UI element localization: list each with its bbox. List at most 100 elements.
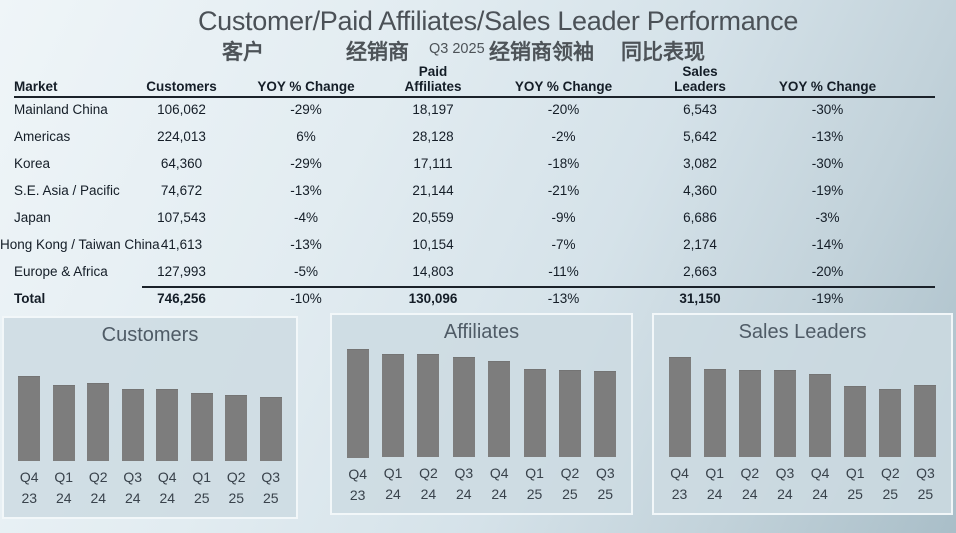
table-cell: -4%: [293, 210, 318, 225]
bar: [738, 370, 761, 457]
header-divider: [14, 96, 935, 98]
table-cell: -13%: [290, 183, 322, 198]
subtitle-leaders-cn: 经销商领袖: [489, 41, 594, 64]
bar: [703, 369, 726, 457]
chart-column: Q1 24: [697, 349, 732, 509]
chart-title-customers: Customers: [101, 324, 199, 346]
bar-label: Q2 24: [740, 465, 760, 502]
table-cell: 14,803: [412, 264, 454, 279]
table-cell: 6,686: [683, 210, 717, 225]
table-cell: 107,543: [157, 210, 206, 225]
table-row: S.E. Asia / Pacific 74,672 -13% 21,144 -21% 4…: [0, 177, 935, 204]
table-row: Hong Kong / Taiwan China 41,613 -13% 10,154…: [0, 231, 935, 258]
table-cell: -20%: [547, 102, 580, 117]
chart-column: Q1 25: [517, 349, 552, 509]
table-cell: Total: [14, 291, 46, 306]
table-cell: 224,013: [157, 129, 206, 144]
header-customers-yoy: YOY % Change: [257, 78, 355, 94]
subtitle-yoy-cn: 同比表现: [621, 41, 705, 64]
subtitle-period: Q3 2025: [429, 41, 485, 57]
chart-column: Q3 24: [767, 349, 802, 509]
chart-column: Q1 25: [185, 352, 220, 513]
chart-column: Q4 23: [662, 349, 697, 509]
table-cell: 5,642: [683, 129, 717, 144]
bar: [523, 369, 546, 457]
table-row: Korea 64,360 -29% 17,111 -18% 3,082 -30%: [0, 150, 935, 177]
bar: [225, 395, 248, 461]
bar: [452, 357, 475, 457]
table-total-row: Total 746,256 -10% 130,096 -13% 31,150 -19%: [0, 285, 935, 312]
bar: [809, 374, 832, 457]
bar: [18, 376, 41, 461]
bar-label: Q4 24: [157, 469, 177, 506]
table-cell: S.E. Asia / Pacific: [14, 183, 120, 198]
table-cell: 127,993: [157, 264, 206, 279]
table-cell: 20,559: [412, 210, 454, 225]
bar: [488, 361, 511, 457]
table-cell: Europe & Africa: [14, 264, 108, 279]
chart-column: Q3 24: [116, 352, 151, 513]
bar-label: Q1 25: [525, 465, 544, 502]
header-sales-leaders: Sales Leaders: [674, 63, 726, 94]
table-cell: -13%: [547, 291, 580, 306]
chart-title-affiliates: Affiliates: [443, 321, 520, 343]
bar: [87, 383, 110, 461]
table-cell: -19%: [811, 183, 844, 198]
page-title: Customer/Paid Affiliates/Sales Leader Pe…: [197, 6, 799, 36]
table-cell: -10%: [290, 291, 322, 306]
table-cell: 41,613: [160, 237, 203, 252]
chart-column: Q3 25: [908, 349, 943, 509]
header-leaders-yoy: YOY % Change: [778, 78, 877, 94]
bar-label: Q3 24: [454, 465, 474, 502]
bar-label: Q1 24: [383, 465, 403, 502]
table-cell: Hong Kong / Taiwan China: [0, 237, 160, 252]
bar-label: Q3 25: [916, 465, 935, 502]
table-cell: 17,111: [413, 156, 453, 171]
bar-label: Q4 23: [348, 465, 368, 503]
table-cell: 31,150: [679, 291, 721, 306]
bar: [190, 393, 213, 461]
table-cell: 3,082: [683, 156, 717, 171]
table-cell: Mainland China: [14, 102, 108, 117]
bar-label: Q1 24: [54, 469, 74, 506]
table-cell: 28,128: [412, 129, 454, 144]
chart-column: Q1 24: [47, 352, 82, 513]
chart-title-sales-leaders: Sales Leaders: [738, 321, 867, 343]
chart-column: Q1 25: [838, 349, 873, 509]
table-cell: 746,256: [157, 291, 206, 306]
bar-label: Q2 25: [560, 465, 580, 502]
table-cell: -21%: [547, 183, 580, 198]
table-cell: 130,096: [408, 291, 458, 306]
chart-column: Q4 24: [482, 349, 517, 509]
table-cell: 106,062: [157, 102, 206, 117]
bar-label: Q2 24: [88, 469, 108, 506]
chart-column: Q2 25: [873, 349, 908, 509]
table-cell: 2,663: [683, 264, 717, 279]
table-row: Mainland China 106,062 -29% 18,197 -20% 6,543…: [0, 96, 935, 123]
bar-label: Q3 24: [775, 465, 795, 502]
bar-label: Q4 24: [810, 465, 830, 502]
table-cell: 4,360: [683, 183, 717, 198]
table-cell: 64,360: [160, 156, 203, 171]
chart-column: Q2 24: [732, 349, 767, 509]
bar-label: Q3 25: [261, 469, 281, 506]
table-cell: 10,154: [412, 237, 454, 252]
total-divider: [142, 286, 935, 288]
table-cell: -14%: [811, 237, 844, 252]
bar-label: Q1 24: [705, 465, 725, 502]
bar-label: Q4 24: [489, 465, 509, 502]
table-row: Europe & Africa 127,993 -5% 14,803 -11% 2,663…: [0, 258, 935, 285]
chart-column: Q3 25: [254, 352, 289, 513]
table-cell: 74,672: [160, 183, 203, 198]
bar-label: Q4 23: [670, 465, 689, 502]
table-cell: -19%: [811, 291, 844, 306]
bar: [382, 354, 405, 457]
bar: [773, 370, 796, 457]
table-cell: -7%: [551, 237, 576, 252]
bar: [52, 385, 75, 461]
table-cell: 6%: [296, 129, 316, 144]
bar: [844, 386, 867, 457]
bar-label: Q1 25: [845, 465, 865, 502]
table-cell: -13%: [290, 237, 322, 252]
chart-panel-customers: Customers Q4 23 Q1 24 Q2 24 Q3 24 Q4 24 Q1 25 Q2 25 Q3…: [2, 316, 298, 519]
